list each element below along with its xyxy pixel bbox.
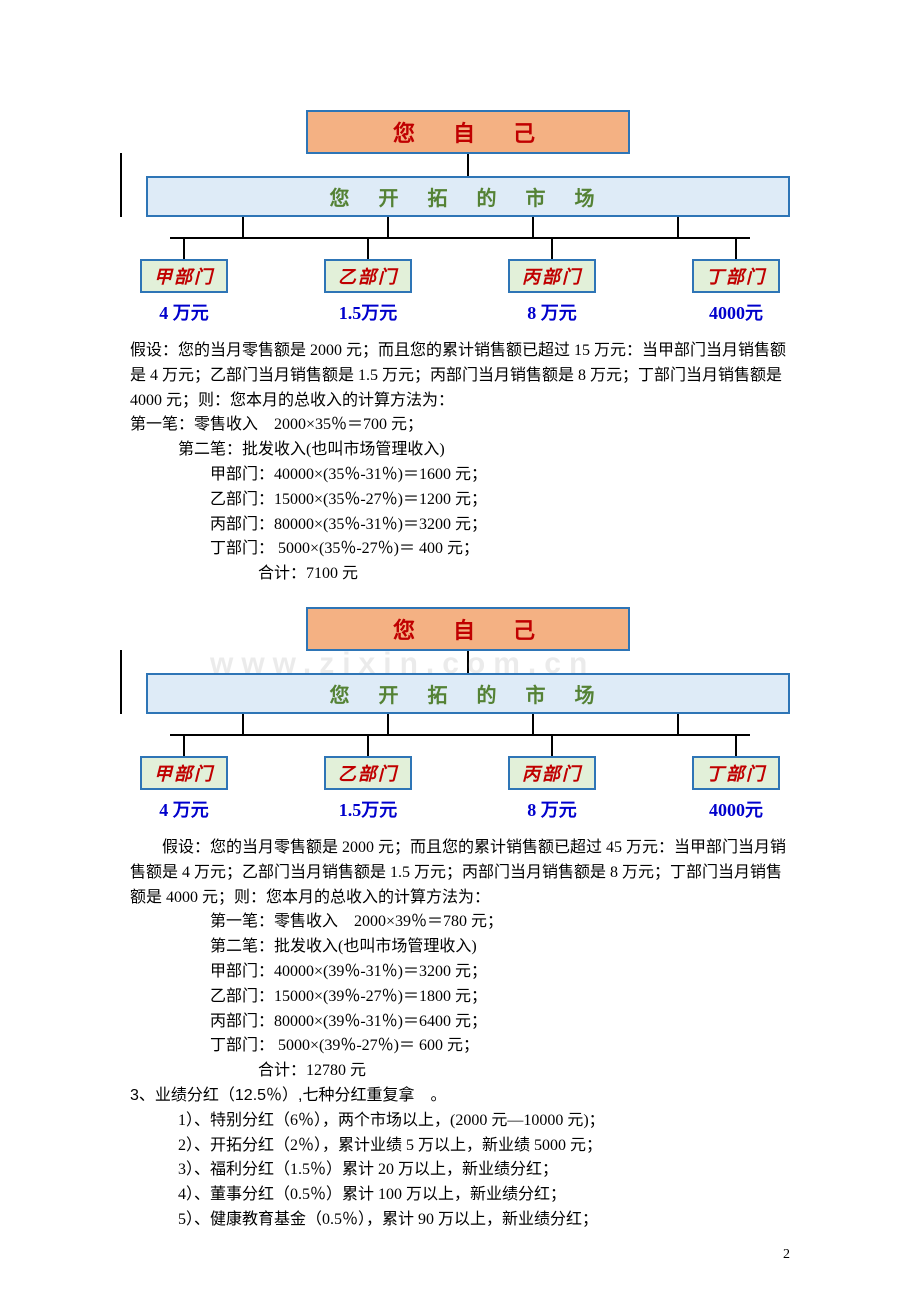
calc-line: 甲部门：40000×(35％-31％)＝1600 元；: [130, 463, 790, 488]
calc-line: 丙部门：80000×(35％-31％)＝3200 元；: [130, 513, 790, 538]
dept-name: 丁部门: [692, 259, 780, 293]
text-block-2: 假设：您的当月零售额是 2000 元；而且您的累计销售额已超过 45 万元：当甲…: [130, 836, 790, 1084]
page-number: 2: [783, 1247, 790, 1263]
calc-line: 乙部门：15000×(35％-27％)＝1200 元；: [130, 488, 790, 513]
list-item: 4）、董事分红（0.5％）累计 100 万以上，新业绩分红；: [130, 1183, 790, 1208]
list-item: 2）、开拓分红（2％），累计业绩 5 万以上，新业绩 5000 元；: [130, 1134, 790, 1159]
dept-name: 甲部门: [140, 259, 228, 293]
line: 第二笔：批发收入(也叫市场管理收入): [130, 935, 790, 960]
dept-amount: 1.5万元: [339, 796, 398, 822]
dept-amount: 8 万元: [527, 796, 577, 822]
dept-col: 丙部门 8 万元: [508, 736, 596, 822]
dept-name: 丁部门: [692, 756, 780, 790]
calc-line: 乙部门：15000×(39％-27％)＝1800 元；: [130, 985, 790, 1010]
dept-name: 丙部门: [508, 259, 596, 293]
dept-name: 甲部门: [140, 756, 228, 790]
list-item: 5）、健康教育基金（0.5％），累计 90 万以上，新业绩分红；: [130, 1208, 790, 1233]
dept-col: 乙部门 1.5万元: [324, 736, 412, 822]
calc-line: 丙部门：80000×(39％-31％)＝6400 元；: [130, 1010, 790, 1035]
paragraph: 假设：您的当月零售额是 2000 元；而且您的累计销售额已超过 15 万元：当甲…: [130, 339, 790, 413]
dept-col: 甲部门 4 万元: [140, 239, 228, 325]
calc-line: 丁部门： 5000×(35％-27％)＝ 400 元；: [130, 537, 790, 562]
dept-amount: 8 万元: [527, 299, 577, 325]
line: 第二笔：批发收入(也叫市场管理收入): [130, 438, 790, 463]
dept-col: 丁部门 4000元: [692, 736, 780, 822]
dept-amount: 4 万元: [159, 299, 209, 325]
list-item: 3）、福利分红（1.5％）累计 20 万以上，新业绩分红；: [130, 1158, 790, 1183]
mid-box: 您 开 拓 的 市 场: [146, 176, 790, 217]
dept-name: 乙部门: [324, 756, 412, 790]
section-3: 3、业绩分红（12.5％）,七种分红重复拿 。 1）、特别分红（6％），两个市场…: [130, 1084, 790, 1233]
line: 第一笔：零售收入 2000×39％＝780 元；: [130, 910, 790, 935]
dept-amount: 4000元: [709, 299, 763, 325]
total-line: 合计：7100 元: [130, 562, 790, 587]
dept-col: 丙部门 8 万元: [508, 239, 596, 325]
calc-line: 丁部门： 5000×(39％-27％)＝ 600 元；: [130, 1034, 790, 1059]
page: 您 自 己 您 开 拓 的 市 场 甲部门 4 万元: [0, 0, 920, 1293]
top-box: 您 自 己: [306, 607, 630, 651]
total-line: 合计：12780 元: [130, 1059, 790, 1084]
org-chart-1: 您 自 己 您 开 拓 的 市 场 甲部门 4 万元: [130, 110, 790, 325]
dept-amount: 4000元: [709, 796, 763, 822]
dept-name: 丙部门: [508, 756, 596, 790]
dept-amount: 4 万元: [159, 796, 209, 822]
list-item: 1）、特别分红（6％），两个市场以上，(2000 元—10000 元)；: [130, 1109, 790, 1134]
line: 第一笔：零售收入 2000×35％＝700 元；: [130, 413, 790, 438]
org-chart-2: www.zixin.com.cn 您 自 己 您 开 拓 的 市 场 甲部门: [130, 607, 790, 822]
dept-col: 乙部门 1.5万元: [324, 239, 412, 325]
dept-col: 丁部门 4000元: [692, 239, 780, 325]
mid-box: 您 开 拓 的 市 场: [146, 673, 790, 714]
calc-line: 甲部门：40000×(39％-31％)＝3200 元；: [130, 960, 790, 985]
dept-col: 甲部门 4 万元: [140, 736, 228, 822]
text-block-1: 假设：您的当月零售额是 2000 元；而且您的累计销售额已超过 15 万元：当甲…: [130, 339, 790, 587]
top-box: 您 自 己: [306, 110, 630, 154]
dept-name: 乙部门: [324, 259, 412, 293]
paragraph: 假设：您的当月零售额是 2000 元；而且您的累计销售额已超过 45 万元：当甲…: [130, 836, 790, 910]
dept-amount: 1.5万元: [339, 299, 398, 325]
section-title: 3、业绩分红（12.5％）,七种分红重复拿 。: [130, 1084, 790, 1109]
